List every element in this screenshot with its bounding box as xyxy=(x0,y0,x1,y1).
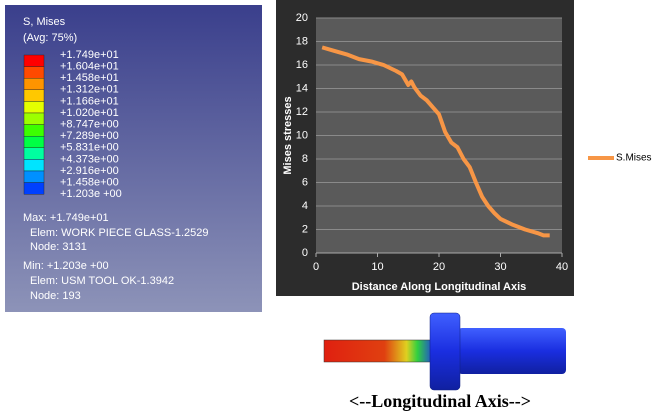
legend-title: S, Mises xyxy=(23,16,66,28)
tool-flange xyxy=(430,313,460,390)
contour-label: +2.916e+00 xyxy=(60,165,119,177)
contour-band xyxy=(24,148,44,160)
contour-band xyxy=(24,78,44,90)
contour-band xyxy=(24,183,44,195)
contour-band xyxy=(24,136,44,148)
x-tick-label: 40 xyxy=(556,261,568,273)
y-tick-label: 18 xyxy=(296,35,308,47)
y-tick-label: 6 xyxy=(302,176,308,188)
y-tick-label: 8 xyxy=(302,153,308,165)
contour-label: +1.604e+01 xyxy=(60,61,119,73)
x-tick-label: 20 xyxy=(433,261,445,273)
contour-label: +5.831e+00 xyxy=(60,142,119,154)
contour-band xyxy=(24,171,44,183)
x-axis-label: Distance Along Longitudinal Axis xyxy=(352,281,527,293)
y-tick-label: 20 xyxy=(296,12,308,24)
contour-label: +4.373e+00 xyxy=(60,153,119,165)
y-tick-label: 14 xyxy=(296,82,308,94)
max-value: Max: +1.749e+01 xyxy=(23,212,109,224)
max-node: Node: 3131 xyxy=(30,241,87,253)
legend-label: S.Mises xyxy=(616,153,652,164)
tool-body xyxy=(458,328,566,374)
contour-band xyxy=(24,67,44,79)
contour-label: +7.289e+00 xyxy=(60,130,119,142)
contour-label: +1.312e+01 xyxy=(60,84,119,96)
contour-band xyxy=(24,55,44,67)
x-tick-label: 10 xyxy=(371,261,383,273)
y-tick-label: 2 xyxy=(302,223,308,235)
contour-label: +1.749e+01 xyxy=(60,49,119,61)
y-tick-label: 4 xyxy=(302,200,308,212)
contour-label: +1.458e+00 xyxy=(60,177,119,189)
x-tick-label: 0 xyxy=(313,261,319,273)
tool-shaft xyxy=(324,340,434,362)
contour-band xyxy=(24,101,44,113)
contour-band xyxy=(24,159,44,171)
figure: S, Mises (Avg: 75%) Max: +1.749e+01 Elem… xyxy=(0,0,664,419)
y-tick-label: 0 xyxy=(302,247,308,259)
min-node: Node: 193 xyxy=(30,290,81,302)
y-tick-label: 10 xyxy=(296,129,308,141)
contour-band xyxy=(24,125,44,137)
min-value: Min: +1.203e +00 xyxy=(23,260,109,272)
contour-band xyxy=(24,90,44,102)
legend-subtitle: (Avg: 75%) xyxy=(23,32,77,44)
x-tick-label: 30 xyxy=(494,261,506,273)
max-elem: Elem: WORK PIECE GLASS-1.2529 xyxy=(30,227,209,239)
tool-model xyxy=(324,313,566,390)
contour-band xyxy=(24,113,44,125)
y-tick-label: 16 xyxy=(296,59,308,71)
min-elem: Elem: USM TOOL OK-1.3942 xyxy=(30,275,174,287)
caption: <--Longitudinal Axis--> xyxy=(349,391,531,411)
contour-label: +8.747e+00 xyxy=(60,119,119,131)
y-tick-label: 12 xyxy=(296,106,308,118)
contour-label: +1.166e+01 xyxy=(60,95,119,107)
y-axis-label: Mises stresses xyxy=(282,96,294,174)
contour-label: +1.458e+01 xyxy=(60,72,119,84)
contour-label: +1.203e +00 xyxy=(60,188,122,200)
contour-label: +1.020e+01 xyxy=(60,107,119,119)
